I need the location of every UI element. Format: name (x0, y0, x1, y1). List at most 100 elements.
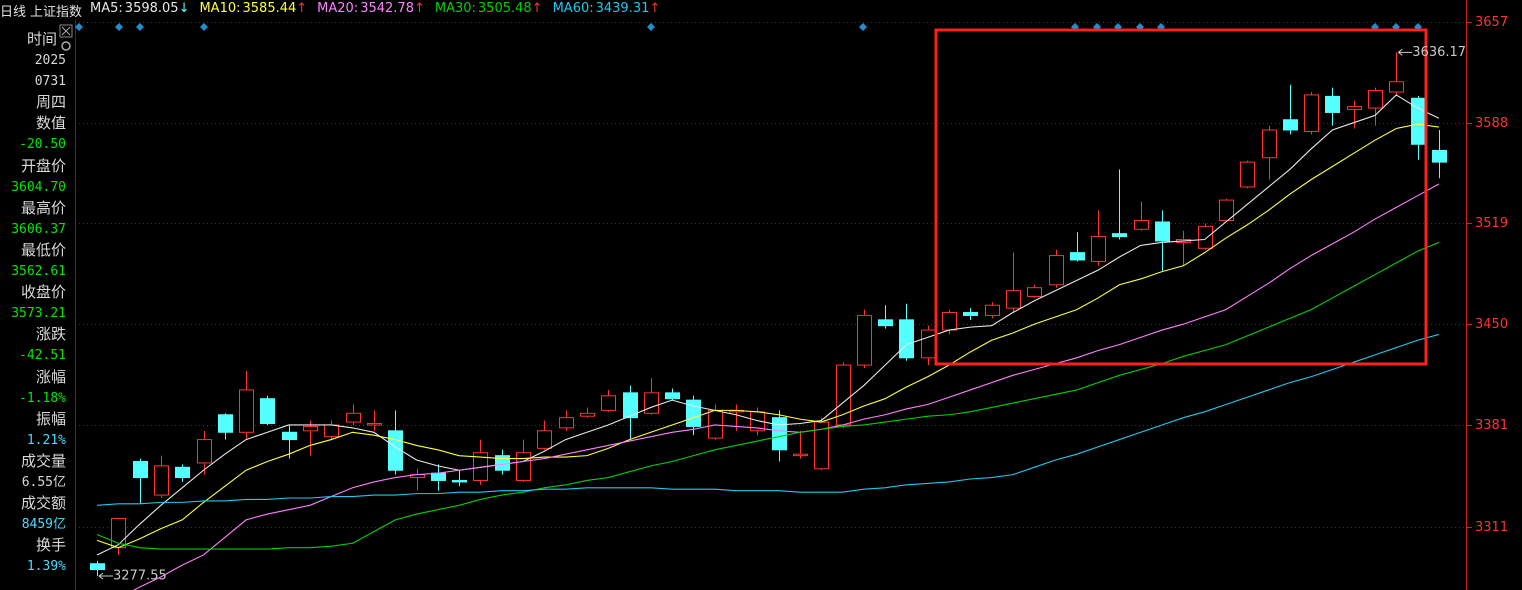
ma-line (96, 123, 1439, 549)
info-value: 3573.21 (11, 306, 66, 322)
info-value: -42.51 (19, 348, 66, 364)
candle-body (644, 392, 659, 414)
candle-body (1432, 149, 1447, 163)
info-label: 换手 (35, 536, 66, 555)
info-label: 数值 (35, 114, 66, 133)
legend-trend: ↑ (413, 1, 425, 16)
candle-body (239, 389, 254, 433)
legend-name: MA20: (317, 1, 359, 16)
candle-body (1070, 252, 1085, 261)
event-marker (136, 23, 144, 31)
candle-body (1347, 106, 1362, 111)
legend-name: MA60: (552, 1, 594, 16)
candle-body (346, 412, 361, 423)
candle-body (133, 460, 148, 479)
info-value: 3604.70 (11, 179, 66, 195)
info-value: -20.50 (19, 137, 66, 153)
close-icon[interactable] (59, 24, 73, 38)
info-label: 最低价 (20, 240, 66, 259)
y-tick-label: 3519 (1475, 216, 1508, 231)
candle-body (1389, 81, 1404, 93)
candle-body (601, 395, 616, 411)
candle-body (942, 312, 957, 331)
event-marker (75, 23, 83, 31)
candle-body (985, 304, 1000, 316)
legend-trend: ↑ (296, 1, 308, 16)
ma-line (133, 183, 1440, 590)
info-value: 8459亿 (21, 517, 66, 533)
legend-value: 3439.31 (595, 1, 650, 16)
legend-value: 3585.44 (242, 1, 297, 16)
info-value: 3606.37 (11, 221, 66, 237)
candle-body (1155, 221, 1170, 242)
candle-body (537, 430, 552, 449)
y-tick-label: 3588 (1475, 116, 1508, 131)
candle-body (1049, 255, 1064, 286)
plot (90, 52, 1447, 590)
candle-body (1262, 129, 1277, 159)
annotation-arrow (1398, 48, 1413, 56)
candle-body (1091, 236, 1106, 262)
legend-name: MA30: (434, 1, 476, 16)
info-label: 周四 (35, 93, 66, 112)
index-name[interactable]: 上证指数 (30, 5, 83, 20)
candle-body (154, 465, 169, 496)
candle-body (324, 424, 339, 438)
candle-body (963, 312, 978, 316)
candle-body (878, 319, 893, 327)
info-label: 开盘价 (20, 156, 66, 175)
candle-body (623, 392, 638, 419)
info-label: 收盘价 (20, 283, 66, 302)
candle-body (303, 425, 318, 432)
period[interactable]: 日线 (0, 5, 27, 20)
candle-body (772, 417, 787, 451)
info-label: 振幅 (35, 409, 66, 428)
candle-body (857, 314, 872, 366)
candle-body (197, 439, 212, 464)
legend-value: 3542.78 (360, 1, 414, 16)
candle-body (686, 399, 701, 427)
candle-body (793, 453, 808, 457)
candle-body (1027, 287, 1042, 297)
info-label: 成交额 (20, 494, 66, 513)
info-label: 成交量 (20, 451, 66, 470)
info-label: 时间 (26, 30, 57, 48)
candle-body (1325, 95, 1340, 113)
candle-body (559, 417, 574, 429)
candle-body (580, 412, 595, 417)
y-tick-label: 3657 (1475, 15, 1508, 30)
settings-icon[interactable] (61, 41, 71, 51)
ma-line (96, 94, 1440, 556)
candle-body (367, 423, 382, 426)
sidebar-icons (59, 24, 73, 51)
info-value: 2025 (34, 53, 66, 69)
candle-body (516, 452, 531, 481)
candle-body (1283, 119, 1298, 131)
candle-body (1304, 94, 1319, 132)
event-marker (859, 23, 867, 31)
y-tick-label: 3450 (1475, 317, 1508, 332)
info-value: 1.21% (26, 432, 66, 448)
info-value: 1.39% (26, 559, 66, 575)
header: 日线 上证指数 MA5: 3598.05 ↓ MA10: 3585.44 ↑ MA20: 35… (0, 1, 670, 20)
legend-value: 3505.48 (477, 1, 532, 16)
info-value: 0731 (34, 74, 66, 90)
event-marker (647, 23, 655, 31)
event-marker (200, 23, 208, 31)
annotation-arrow (98, 572, 113, 580)
annotations: 3636.17 3277.55 (98, 45, 1466, 584)
low-label: 3277.55 (113, 569, 167, 584)
high-label: 3636.17 (1412, 45, 1466, 60)
candle-body (1198, 225, 1213, 249)
info-label: 涨跌 (35, 325, 66, 344)
close-glyph (61, 26, 71, 36)
ma-line (96, 241, 1440, 550)
candle-body (1219, 199, 1234, 222)
candle-body (1240, 161, 1255, 188)
candle-body (175, 466, 190, 479)
candle-body (1112, 233, 1127, 238)
info-value: -1.18% (19, 390, 66, 406)
candle-body (708, 409, 723, 439)
